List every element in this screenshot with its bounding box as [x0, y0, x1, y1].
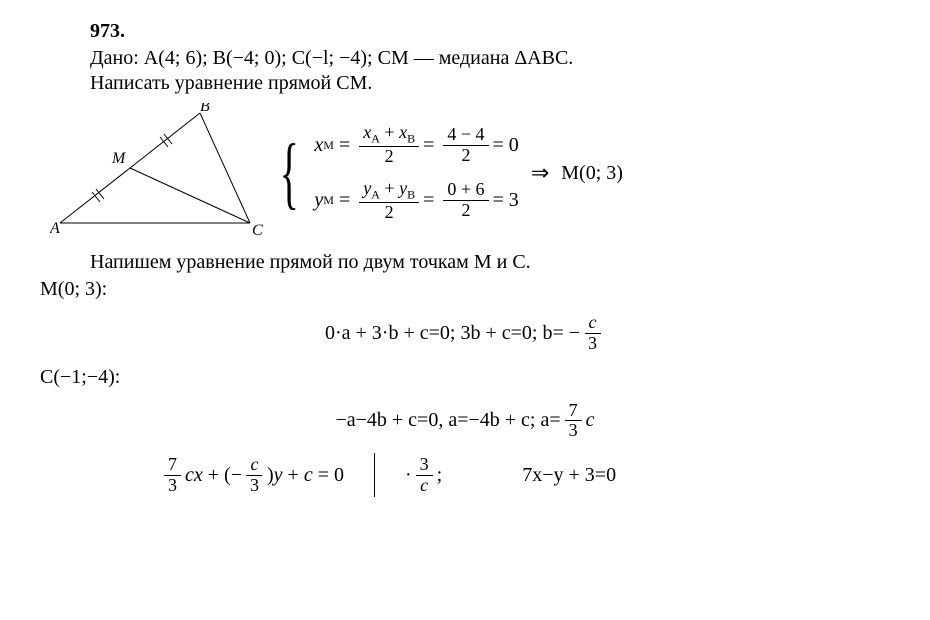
final-result: 7x−y + 3=0 — [522, 464, 616, 487]
midpoint-result: M(0; 3) — [561, 162, 623, 185]
implies-icon: ⇒ — [531, 160, 549, 186]
final-equation-row: 7 3 cx + (− c 3 )y + c = 0 · 3 c ; 7x−y … — [160, 453, 890, 497]
diagram-equations-row: A B C M { xM = xA + xB 2 = 4 − 4 2 = 0 — [40, 103, 890, 243]
task-text: Написать уравнение прямой CM. — [90, 72, 890, 95]
vertex-a-label: A — [50, 220, 60, 237]
vertex-c-label: C — [252, 222, 263, 239]
midpoint-m-label: M — [111, 150, 127, 167]
vertical-bar-icon — [374, 453, 375, 497]
equation-for-m: 0·a + 3·b + c=0; 3b + c=0; b= − c 3 — [40, 313, 890, 354]
point-m-label: M(0; 3): — [40, 278, 890, 301]
triangle-diagram: A B C M — [50, 103, 270, 243]
step2-text: Напишем уравнение прямой по двум точкам … — [90, 251, 890, 274]
problem-number: 973. — [90, 20, 890, 43]
ym-equation: yM = yA + yB 2 = 0 + 6 2 = 3 — [314, 179, 518, 223]
midpoint-equations: { xM = xA + xB 2 = 4 − 4 2 = 0 yM = — [270, 123, 623, 222]
triangle-svg: A B C M — [50, 103, 270, 243]
xm-equation: xM = xA + xB 2 = 4 − 4 2 = 0 — [314, 123, 518, 167]
point-c-label: C(−1;−4): — [40, 366, 890, 389]
given-text: Дано: A(4; 6); B(−4; 0); C(−l; −4); CM —… — [90, 47, 890, 70]
brace-icon: { — [280, 133, 299, 213]
vertex-b-label: B — [200, 103, 210, 115]
equation-for-c: −a−4b + c=0, a=−4b + c; a= 7 3 c — [40, 401, 890, 442]
